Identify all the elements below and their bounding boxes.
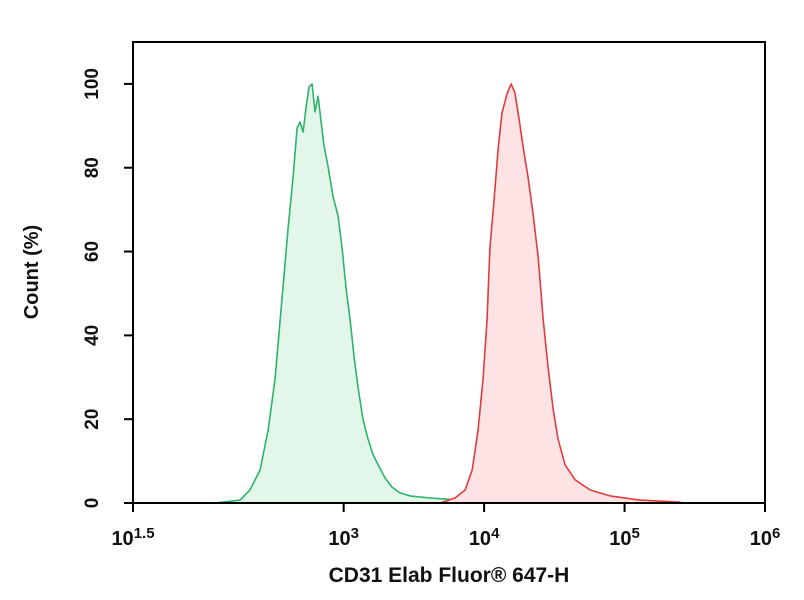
histogram-area: [439, 83, 681, 504]
x-tick-label: 106: [750, 525, 781, 550]
y-tick-label: 0: [82, 498, 103, 509]
x-tick-label: 103: [328, 525, 359, 550]
x-tick-exponent: 3: [351, 525, 359, 542]
plot-frame: [132, 41, 766, 504]
x-tick-base: 10: [328, 528, 350, 550]
x-tick-exponent: 4: [491, 525, 500, 542]
y-tick-label: 40: [82, 325, 103, 346]
x-tick-base: 10: [750, 528, 772, 550]
y-tick-label: 60: [82, 241, 103, 262]
x-tick-base: 10: [469, 528, 491, 550]
y-tick-label: 80: [82, 157, 103, 178]
x-tick-label: 105: [609, 525, 640, 550]
y-tick-label: 100: [82, 68, 103, 100]
x-tick-label: 104: [469, 525, 500, 550]
y-tick-label: 20: [82, 409, 103, 430]
x-axis-label: CD31 Elab Fluor® 647-H: [329, 564, 570, 587]
x-tick-exponent: 6: [772, 525, 780, 542]
x-tick-exponent: 1.5: [134, 525, 155, 542]
x-tick-base: 10: [609, 528, 631, 550]
x-tick-label: 101.5: [111, 525, 154, 550]
x-tick-base: 10: [111, 528, 133, 550]
histogram-area: [214, 83, 491, 504]
y-axis-label: Count (%): [21, 225, 43, 319]
x-tick-exponent: 5: [632, 525, 640, 542]
